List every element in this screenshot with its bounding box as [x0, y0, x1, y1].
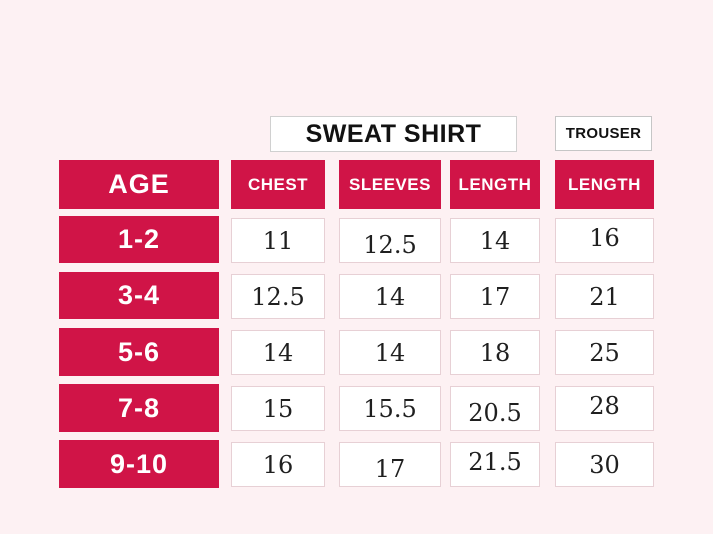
cell-value: 17 [479, 282, 511, 311]
cell-value: 11 [262, 226, 294, 255]
cell-chest-age-3-4: 12.5 [231, 274, 325, 319]
cell-value: 12.5 [251, 282, 305, 311]
trouser-title-box: TROUSER [555, 116, 652, 151]
column-header-length-sweatshirt: LENGTH [450, 160, 540, 209]
cell-trouser-length-age-5-6: 25 [555, 330, 654, 375]
cell-value: 21 [589, 282, 620, 311]
cell-sleeves-age-3-4: 14 [339, 274, 441, 319]
cell-value: 12.5 [363, 230, 417, 259]
cell-value: 14 [479, 226, 511, 255]
cell-trouser-length-age-3-4: 21 [555, 274, 654, 319]
column-header-age: AGE [59, 160, 219, 209]
cell-sleeves-age-9-10: 17 [339, 442, 441, 487]
cell-length-age-7-8: 20.5 [450, 386, 540, 431]
cell-trouser-length-age-9-10: 30 [555, 442, 654, 487]
cell-value: 15 [262, 394, 294, 423]
cell-value: 17 [374, 454, 406, 483]
cell-chest-age-1-2: 11 [231, 218, 325, 263]
cell-value: 14 [374, 282, 406, 311]
cell-length-age-1-2: 14 [450, 218, 540, 263]
cell-trouser-length-age-7-8: 28 [555, 386, 654, 431]
cell-value: 14 [374, 338, 406, 367]
cell-sleeves-age-1-2: 12.5 [339, 218, 441, 263]
cell-sleeves-age-5-6: 14 [339, 330, 441, 375]
cell-value: 25 [589, 338, 620, 367]
cell-value: 16 [262, 450, 294, 479]
cell-value: 20.5 [468, 398, 522, 427]
row-label-age-3-4: 3-4 [59, 272, 219, 319]
row-label-age-9-10: 9-10 [59, 440, 219, 488]
cell-length-age-3-4: 17 [450, 274, 540, 319]
column-header-sleeves: SLEEVES [339, 160, 441, 209]
cell-chest-age-9-10: 16 [231, 442, 325, 487]
row-label-age-1-2: 1-2 [59, 216, 219, 263]
sweatshirt-title: SWEAT SHIRT [305, 119, 482, 148]
cell-chest-age-5-6: 14 [231, 330, 325, 375]
cell-chest-age-7-8: 15 [231, 386, 325, 431]
cell-value: 15.5 [363, 394, 417, 423]
row-label-age-5-6: 5-6 [59, 328, 219, 376]
sweatshirt-title-box: SWEAT SHIRT [270, 116, 517, 152]
cell-value: 18 [479, 338, 511, 367]
cell-sleeves-age-7-8: 15.5 [339, 386, 441, 431]
cell-trouser-length-age-1-2: 16 [555, 218, 654, 263]
cell-value: 28 [589, 391, 620, 420]
cell-length-age-9-10: 21.5 [450, 442, 540, 487]
row-label-age-7-8: 7-8 [59, 384, 219, 432]
cell-value: 30 [589, 450, 620, 479]
column-header-length-trouser: LENGTH [555, 160, 654, 209]
cell-value: 16 [589, 223, 620, 252]
cell-value: 21.5 [468, 447, 522, 476]
trouser-title: TROUSER [565, 125, 642, 142]
cell-value: 14 [262, 338, 294, 367]
column-header-chest: CHEST [231, 160, 325, 209]
cell-length-age-5-6: 18 [450, 330, 540, 375]
